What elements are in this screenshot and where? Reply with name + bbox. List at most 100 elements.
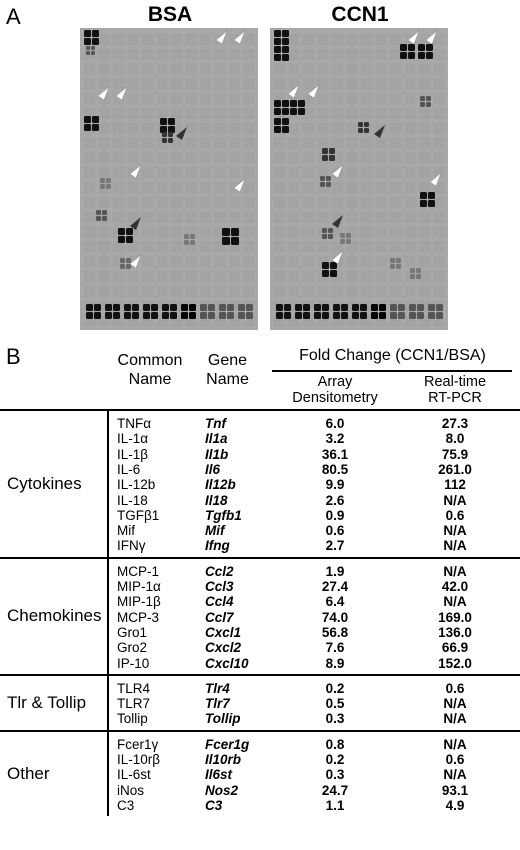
array-spot (333, 304, 348, 319)
array-spot (86, 46, 95, 55)
group-separator-vertical (107, 674, 109, 730)
array-spot (390, 304, 405, 319)
cell-gene: Tlr4 (205, 680, 230, 696)
array-spot (100, 178, 111, 189)
cell-common: Tollip (117, 711, 148, 727)
array-spot (320, 176, 331, 187)
cell-common: IL-6st (117, 767, 151, 783)
cell-array: 0.9 (325, 507, 345, 523)
cell-rt: 42.0 (441, 579, 469, 594)
cell-array: 0.8 (325, 736, 345, 752)
header-rt-line2: RT-PCR (428, 390, 482, 406)
array-spot (84, 116, 99, 131)
cell-array: 80.5 (321, 461, 349, 477)
cell-gene: Tlr7 (205, 696, 230, 712)
cell-common: IL-10rβ (117, 752, 161, 767)
array-spot (400, 44, 415, 59)
array-spot (290, 100, 305, 115)
array-spot (358, 122, 369, 133)
blot-svg-ccn1 (270, 28, 448, 330)
arrowhead-icon (407, 30, 420, 45)
header-gene-line2: Name (206, 371, 249, 388)
cell-array: 0.2 (325, 752, 345, 767)
cell-common: IFNγ (117, 538, 146, 554)
cell-gene: Cxcl10 (205, 655, 249, 671)
array-spot (162, 132, 173, 143)
array-spot (105, 304, 120, 319)
arrowhead-icon (374, 125, 385, 138)
cell-common: IP-10 (117, 655, 150, 671)
cell-array: 0.3 (325, 767, 345, 783)
array-spot (274, 118, 289, 133)
cell-gene: Tollip (205, 711, 241, 727)
cell-common: Gro2 (117, 640, 148, 656)
cell-array: 3.2 (325, 431, 345, 447)
cell-common: Mif (117, 523, 135, 539)
blot-svg-bsa (80, 28, 258, 330)
cell-common: IL-18 (117, 492, 148, 508)
cell-gene: Il6st (205, 767, 233, 783)
cell-array: 1.1 (325, 797, 345, 813)
panel-letter-a: A (6, 4, 21, 29)
array-spot (84, 30, 99, 45)
cell-array: 2.7 (325, 538, 345, 554)
cell-gene: Il18 (205, 492, 228, 508)
cell-gene: Il10rb (205, 752, 242, 767)
array-spot (238, 304, 253, 319)
cell-gene: Ccl4 (205, 594, 234, 610)
cell-array: 6.4 (325, 594, 345, 610)
cell-common: IL-1α (117, 431, 149, 447)
fold-change-table: Common Name Gene Name Fold Change (CCN1/… (0, 340, 520, 850)
header-fold-change: Fold Change (CCN1/BSA) (299, 347, 486, 364)
blot-image-bsa (80, 28, 258, 330)
cell-rt: 136.0 (438, 624, 472, 640)
cell-gene: Cxcl2 (205, 640, 242, 656)
array-spot (200, 304, 215, 319)
cell-gene: Ccl2 (205, 563, 234, 579)
cell-gene: Cxcl1 (205, 624, 242, 640)
header-bottom-rule (0, 409, 520, 411)
array-spot (420, 96, 431, 107)
array-spot (96, 210, 107, 221)
array-spot (86, 304, 101, 319)
cell-common: C3 (117, 797, 135, 813)
cell-rt: N/A (443, 563, 467, 579)
cell-rt: 112 (444, 477, 466, 493)
cell-array: 7.6 (325, 640, 345, 656)
header-common-name: Common Name (100, 351, 200, 389)
group-label: Chemokines (7, 606, 102, 626)
cell-rt: 169.0 (438, 609, 472, 625)
arrowhead-icon (287, 84, 300, 99)
cell-common: MIP-1β (117, 594, 161, 610)
cell-gene: Il1b (205, 446, 229, 462)
cell-gene: Il1a (205, 431, 228, 447)
cell-array: 27.4 (321, 579, 349, 594)
cell-array: 36.1 (321, 446, 349, 462)
arrowhead-icon (215, 30, 228, 45)
group-separator-rule (0, 729, 520, 732)
cell-rt: 8.0 (445, 431, 465, 447)
array-spot (371, 304, 386, 319)
cell-array: 9.9 (325, 477, 345, 493)
array-spot (390, 258, 401, 269)
cell-gene: Ccl3 (205, 579, 234, 594)
cell-rt: N/A (443, 594, 467, 610)
arrowhead-icon (233, 178, 246, 193)
cell-common: MCP-1 (117, 563, 160, 579)
arrowhead-icon (129, 254, 142, 269)
group-separator-rule (0, 673, 520, 676)
group-separator-rule (0, 556, 520, 559)
cell-rt: 152.0 (438, 655, 472, 671)
cell-array: 1.9 (325, 563, 345, 579)
cell-rt: N/A (443, 767, 467, 783)
array-spot (120, 258, 131, 269)
array-spot (274, 100, 289, 115)
blot-image-ccn1 (270, 28, 448, 330)
cell-rt: N/A (443, 711, 467, 727)
cell-array: 0.5 (325, 696, 345, 712)
arrowhead-icon (176, 127, 187, 140)
cell-rt: 75.9 (441, 446, 469, 462)
cell-array: 74.0 (321, 609, 349, 625)
blot-title-ccn1: CCN1 (331, 3, 389, 26)
cell-gene: Mif (205, 523, 225, 539)
